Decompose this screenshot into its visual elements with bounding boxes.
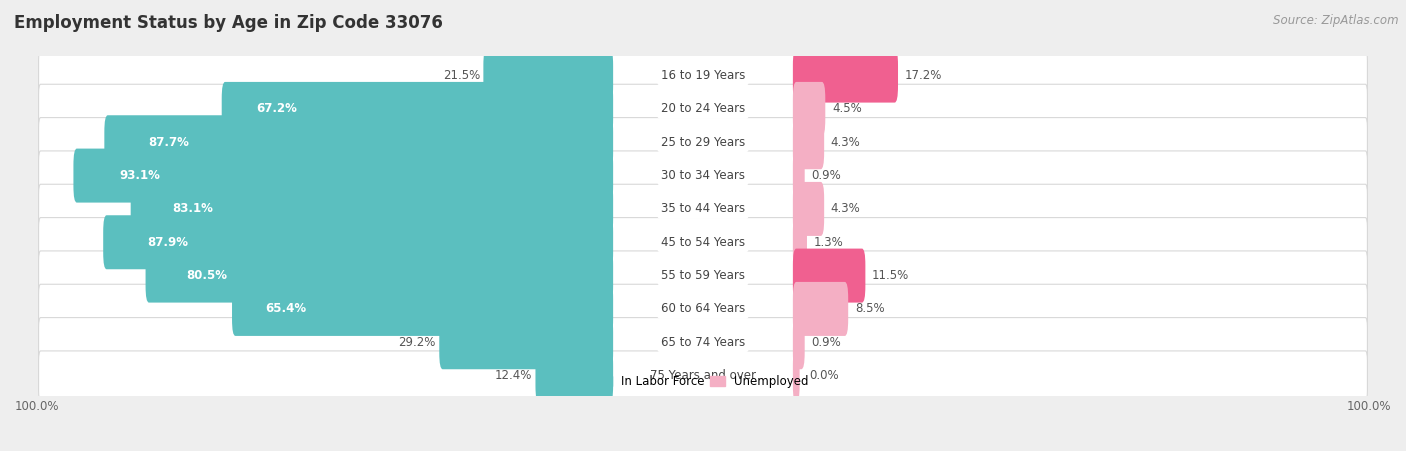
FancyBboxPatch shape	[793, 282, 848, 336]
Text: 87.7%: 87.7%	[148, 136, 188, 149]
Text: 65 to 74 Years: 65 to 74 Years	[661, 336, 745, 349]
Text: 87.9%: 87.9%	[146, 236, 188, 249]
FancyBboxPatch shape	[104, 115, 613, 169]
FancyBboxPatch shape	[73, 148, 613, 202]
FancyBboxPatch shape	[793, 49, 898, 102]
FancyBboxPatch shape	[793, 115, 824, 169]
Text: 60 to 64 Years: 60 to 64 Years	[661, 303, 745, 315]
Text: 0.9%: 0.9%	[811, 169, 841, 182]
Text: 0.9%: 0.9%	[811, 336, 841, 349]
FancyBboxPatch shape	[38, 151, 1368, 200]
Text: 1.3%: 1.3%	[814, 236, 844, 249]
FancyBboxPatch shape	[793, 182, 824, 236]
FancyBboxPatch shape	[38, 318, 1368, 367]
Text: 30 to 34 Years: 30 to 34 Years	[661, 169, 745, 182]
Text: 25 to 29 Years: 25 to 29 Years	[661, 136, 745, 149]
FancyBboxPatch shape	[232, 282, 613, 336]
FancyBboxPatch shape	[793, 315, 804, 369]
Text: 80.5%: 80.5%	[186, 269, 226, 282]
Text: Source: ZipAtlas.com: Source: ZipAtlas.com	[1274, 14, 1399, 27]
Text: 45 to 54 Years: 45 to 54 Years	[661, 236, 745, 249]
FancyBboxPatch shape	[793, 349, 800, 403]
Text: 17.2%: 17.2%	[904, 69, 942, 82]
Legend: In Labor Force, Unemployed: In Labor Force, Unemployed	[593, 371, 813, 393]
FancyBboxPatch shape	[38, 84, 1368, 133]
Text: 16 to 19 Years: 16 to 19 Years	[661, 69, 745, 82]
FancyBboxPatch shape	[38, 284, 1368, 334]
FancyBboxPatch shape	[793, 82, 825, 136]
Text: 29.2%: 29.2%	[398, 336, 436, 349]
FancyBboxPatch shape	[38, 51, 1368, 100]
Text: 83.1%: 83.1%	[172, 202, 212, 216]
FancyBboxPatch shape	[38, 184, 1368, 234]
FancyBboxPatch shape	[536, 349, 613, 403]
FancyBboxPatch shape	[793, 148, 804, 202]
FancyBboxPatch shape	[439, 315, 613, 369]
Text: 75 Years and over: 75 Years and over	[650, 369, 756, 382]
FancyBboxPatch shape	[38, 351, 1368, 400]
Text: 8.5%: 8.5%	[855, 303, 884, 315]
Text: 4.3%: 4.3%	[831, 136, 860, 149]
FancyBboxPatch shape	[38, 118, 1368, 167]
Text: 0.0%: 0.0%	[810, 369, 839, 382]
FancyBboxPatch shape	[103, 215, 613, 269]
FancyBboxPatch shape	[793, 215, 807, 269]
Text: 35 to 44 Years: 35 to 44 Years	[661, 202, 745, 216]
FancyBboxPatch shape	[484, 49, 613, 102]
Text: 93.1%: 93.1%	[120, 169, 160, 182]
FancyBboxPatch shape	[146, 249, 613, 303]
Text: 4.3%: 4.3%	[831, 202, 860, 216]
Text: 20 to 24 Years: 20 to 24 Years	[661, 102, 745, 115]
Text: Employment Status by Age in Zip Code 33076: Employment Status by Age in Zip Code 330…	[14, 14, 443, 32]
Text: 12.4%: 12.4%	[495, 369, 531, 382]
Text: 67.2%: 67.2%	[256, 102, 297, 115]
FancyBboxPatch shape	[793, 249, 865, 303]
Text: 21.5%: 21.5%	[443, 69, 479, 82]
Text: 4.5%: 4.5%	[832, 102, 862, 115]
Text: 11.5%: 11.5%	[872, 269, 910, 282]
FancyBboxPatch shape	[131, 182, 613, 236]
FancyBboxPatch shape	[222, 82, 613, 136]
FancyBboxPatch shape	[38, 217, 1368, 267]
Text: 65.4%: 65.4%	[266, 303, 307, 315]
FancyBboxPatch shape	[38, 251, 1368, 300]
Text: 55 to 59 Years: 55 to 59 Years	[661, 269, 745, 282]
